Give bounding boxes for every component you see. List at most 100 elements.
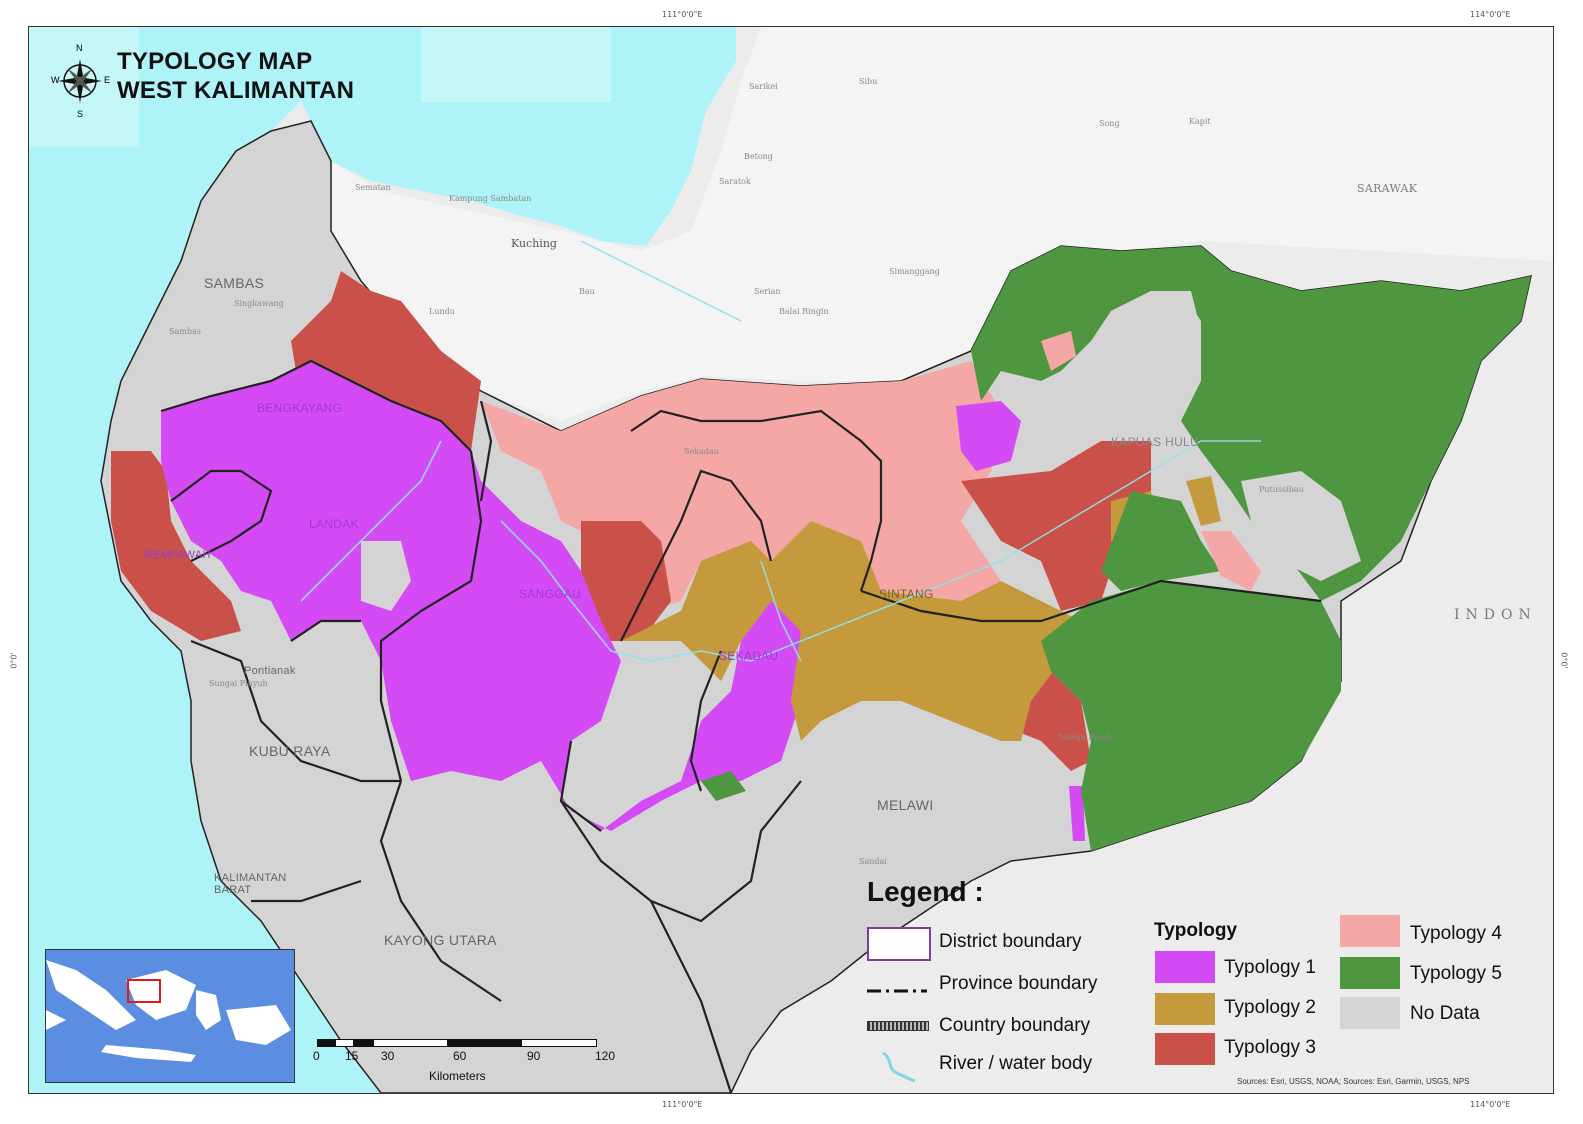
- compass-e: E: [104, 75, 111, 85]
- town-label: Serian: [754, 287, 781, 296]
- rivers: [300, 240, 1261, 662]
- town-label: Simanggang: [889, 267, 940, 276]
- label-sarawak: SARAWAK: [1357, 182, 1418, 195]
- scale-tick: 90: [527, 1049, 541, 1063]
- scale-tick: 30: [381, 1049, 395, 1063]
- label-kalimantan-barat: KALIMANTAN BARAT: [214, 872, 287, 896]
- town-label: Song: [1099, 119, 1120, 128]
- region-typology5: [1041, 581, 1341, 851]
- map-title-line1: TYPOLOGY MAP: [117, 48, 313, 75]
- graticule-bottom-tick: 111°0'0"E: [662, 1100, 703, 1109]
- swatch-typology4: [1340, 915, 1400, 947]
- inset-highlight-box: [127, 979, 161, 1003]
- country-boundary-symbol: [867, 1021, 929, 1031]
- inset-locator-map: [45, 949, 295, 1083]
- region-typology2: [1186, 476, 1221, 526]
- compass-w: W: [51, 75, 60, 85]
- town-label: Lundu: [429, 307, 455, 316]
- swatch-typology5: [1340, 957, 1400, 989]
- region-typology1: [161, 361, 801, 831]
- label-melawi: MELAWI: [877, 797, 934, 813]
- town-label: Sibu: [859, 77, 878, 86]
- map-frame: N S W E SAMBAS BENGKAYANG LANDAK SANGGAU…: [28, 26, 1554, 1094]
- scale-tick: 0: [313, 1049, 320, 1063]
- legend-typology2: Typology 2: [1224, 997, 1316, 1018]
- compass-n: N: [76, 43, 83, 53]
- region-pink-small: [1201, 531, 1261, 591]
- town-label: Singkawang: [234, 299, 284, 308]
- river-symbol-icon: [879, 1049, 919, 1083]
- region-pink-small: [1041, 331, 1076, 371]
- region-typology5: [971, 246, 1531, 601]
- swatch-typology1: [1155, 951, 1215, 983]
- scale-tick: 60: [453, 1049, 467, 1063]
- town-label: Balai Ringin: [779, 307, 829, 316]
- graticule-top-tick: 114°0'0"E: [1470, 10, 1511, 19]
- label-sekadau: SEKADAU: [719, 649, 779, 663]
- map-canvas: [29, 27, 1553, 1093]
- label-sanggau: SANGGAU: [519, 587, 582, 601]
- map-title: TYPOLOGY MAP WEST KALIMANTAN: [117, 47, 354, 105]
- town-label: Betong: [744, 152, 773, 161]
- label-sintang: SINTANG: [879, 587, 934, 601]
- region-typology5: [701, 771, 746, 801]
- region-typology3: [581, 521, 671, 641]
- label-sambas: SAMBAS: [204, 275, 265, 291]
- town-label: Sarikei: [749, 82, 778, 91]
- swatch-typology3: [1155, 1033, 1215, 1065]
- town-label: Sandai: [859, 857, 887, 866]
- town-label: Kampung Sambatan: [449, 194, 532, 203]
- region-typology2: [621, 521, 1081, 741]
- scale-tick: 120: [595, 1049, 616, 1063]
- label-indon: INDON: [1454, 607, 1537, 623]
- legend-country-boundary: Country boundary: [939, 1015, 1091, 1036]
- compass-rose-icon: N S W E: [51, 43, 110, 125]
- label-kubu-raya: KUBU RAYA: [249, 743, 331, 759]
- label-kapuas-hulu: KAPUAS HULU: [1111, 435, 1199, 449]
- district-boundary-symbol: [867, 927, 931, 961]
- district-boundaries: [160, 359, 1322, 1093]
- region-nodata: [1241, 471, 1361, 581]
- town-label: Kuching: [511, 237, 557, 250]
- swatch-nodata: [1340, 997, 1400, 1029]
- legend-typology-heading: Typology: [1154, 920, 1238, 941]
- town-label: Sekadau: [684, 447, 719, 456]
- region-nodata: [361, 541, 411, 611]
- town-label: Saratok: [719, 177, 751, 186]
- legend-typology1: Typology 1: [1224, 957, 1316, 978]
- legend-river: River / water body: [939, 1053, 1093, 1074]
- town-label: Bau: [579, 287, 595, 296]
- scale-bar: [317, 1039, 607, 1047]
- graticule-left-tick: 0°0': [9, 652, 19, 669]
- town-label: Sungai Pinyuh: [209, 679, 268, 688]
- sarawak-land: [331, 27, 1553, 421]
- graticule-right-tick: 0°0': [1559, 652, 1569, 669]
- region-typology5: [1101, 491, 1221, 591]
- legend-title: Legend :: [867, 876, 984, 907]
- label-mempawah: MEMPAWAH: [144, 549, 211, 561]
- legend-district-boundary: District boundary: [939, 931, 1082, 952]
- legend-province-boundary: Province boundary: [939, 973, 1098, 994]
- town-label: Kapit: [1189, 117, 1211, 126]
- town-label: Putussibau: [1259, 485, 1304, 494]
- region-typology3: [111, 451, 241, 641]
- map-credits: Sources: Esri, USGS, NOAA; Sources: Esri…: [1237, 1077, 1470, 1086]
- scale-unit: Kilometers: [429, 1069, 486, 1083]
- graticule-top-tick: 111°0'0"E: [662, 10, 703, 19]
- town-label: Sematan: [355, 183, 391, 192]
- map-title-line2: WEST KALIMANTAN: [117, 77, 355, 104]
- compass-s: S: [77, 109, 84, 119]
- town-label: Nanga Pinoh: [1059, 733, 1112, 742]
- label-pontianak: Pontianak: [244, 665, 296, 677]
- region-typology1: [1069, 786, 1085, 841]
- swatch-typology2: [1155, 993, 1215, 1025]
- town-label: Sambas: [169, 327, 201, 336]
- scale-tick: 15: [345, 1049, 359, 1063]
- legend-typology5: Typology 5: [1410, 963, 1502, 984]
- label-landak: LANDAK: [309, 517, 359, 531]
- legend-typology3: Typology 3: [1224, 1037, 1316, 1058]
- label-bengkayang: BENGKAYANG: [257, 401, 343, 415]
- region-nodata: [1031, 291, 1201, 451]
- legend-typology4: Typology 4: [1410, 923, 1502, 944]
- graticule-bottom-tick: 114°0'0"E: [1470, 1100, 1511, 1109]
